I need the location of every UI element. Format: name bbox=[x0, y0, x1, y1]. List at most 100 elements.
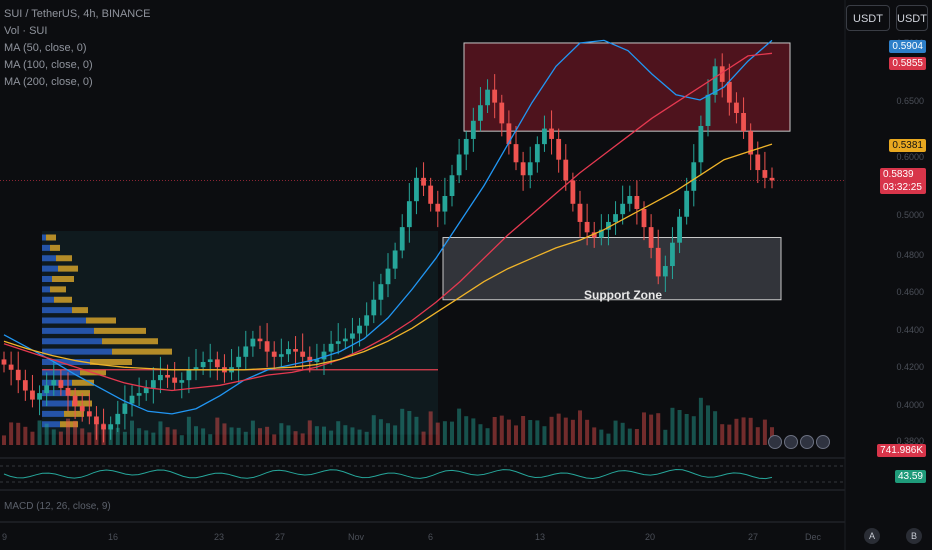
volume-profile-bar bbox=[42, 359, 90, 365]
us-flag-icon[interactable] bbox=[784, 435, 798, 449]
candle-body bbox=[186, 369, 192, 381]
volume-bar bbox=[727, 424, 732, 445]
candle-body bbox=[257, 338, 263, 342]
us-flag-icon[interactable] bbox=[800, 435, 814, 449]
ma200-line bbox=[3, 143, 773, 371]
volume-bar bbox=[414, 416, 419, 445]
time-tick-label: 6 bbox=[428, 532, 434, 542]
candle-body bbox=[193, 367, 199, 370]
candle-body bbox=[293, 349, 298, 352]
candle-body bbox=[264, 341, 270, 352]
candle-body bbox=[243, 346, 249, 357]
volume-bar bbox=[322, 426, 326, 445]
volume-bar bbox=[421, 431, 426, 445]
volume-profile-bar bbox=[50, 244, 60, 251]
lightning-icon[interactable] bbox=[768, 435, 782, 449]
volume-bar bbox=[201, 428, 206, 445]
candle-body bbox=[94, 416, 99, 425]
candle-body bbox=[613, 214, 618, 222]
candle-body bbox=[414, 177, 419, 202]
candle-body bbox=[378, 284, 384, 300]
volume-profile-bar bbox=[60, 421, 78, 428]
price-tick-label: 0.6000 bbox=[896, 152, 924, 162]
candle-body bbox=[719, 66, 725, 82]
candle-body bbox=[385, 268, 391, 285]
price-tick-label: 0.4400 bbox=[896, 325, 924, 335]
volume-bar bbox=[357, 429, 362, 445]
candle-body bbox=[165, 374, 170, 378]
volume-profile-bar bbox=[42, 400, 72, 407]
ma100-line bbox=[3, 52, 773, 392]
volume-bar bbox=[450, 421, 454, 445]
volume-bar bbox=[706, 405, 710, 445]
candle-body bbox=[606, 221, 611, 230]
time-tick-label: 13 bbox=[535, 532, 546, 542]
ma50-line bbox=[3, 39, 773, 415]
volume-bar bbox=[521, 416, 526, 445]
volume-bar bbox=[364, 431, 369, 445]
us-flag-icon[interactable] bbox=[816, 435, 830, 449]
volume-profile-bar bbox=[52, 276, 74, 282]
volume-profile-bar bbox=[42, 410, 64, 417]
candle-body bbox=[677, 216, 682, 243]
candle-body bbox=[364, 315, 370, 326]
currency-button-2[interactable]: USDT bbox=[896, 5, 928, 31]
time-tick-label: 27 bbox=[748, 532, 759, 542]
candle-body bbox=[143, 387, 149, 394]
currency-button-1[interactable]: USDT bbox=[846, 5, 890, 31]
volume-bar bbox=[642, 412, 646, 445]
volume-profile-bar bbox=[42, 379, 72, 386]
volume-profile-bar bbox=[102, 338, 158, 345]
volume-bar bbox=[286, 425, 291, 445]
volume-bar bbox=[293, 431, 298, 445]
volume-bar bbox=[464, 416, 469, 445]
volume-bar bbox=[94, 417, 99, 445]
volume-bar bbox=[663, 429, 668, 445]
candle-body bbox=[627, 196, 633, 204]
volume-bar bbox=[677, 410, 682, 445]
volume-bar bbox=[137, 428, 142, 445]
volume-bar bbox=[165, 427, 170, 445]
candle-body bbox=[435, 203, 441, 212]
volume-profile-bar bbox=[54, 296, 72, 303]
auto-scale-button[interactable]: A bbox=[864, 528, 880, 544]
candle-body bbox=[37, 393, 42, 400]
volume-bar bbox=[51, 429, 56, 445]
candle-body bbox=[662, 266, 668, 277]
volume-bar bbox=[428, 411, 433, 445]
time-tick-label: Nov bbox=[348, 532, 365, 542]
candle-body bbox=[456, 154, 462, 176]
candle-body bbox=[129, 395, 135, 404]
candle-body bbox=[236, 356, 242, 368]
volume-bar bbox=[23, 426, 28, 445]
volume-bar bbox=[613, 420, 618, 445]
candle-body bbox=[485, 89, 490, 106]
volume-bar bbox=[528, 420, 533, 445]
candle-body bbox=[321, 351, 327, 360]
candle-body bbox=[549, 128, 554, 139]
volume-profile-bar bbox=[42, 390, 70, 397]
volume-profile-bar bbox=[42, 338, 102, 345]
symbol-title: SUI / TetherUS, 4h, BINANCE bbox=[4, 8, 151, 20]
candle-body bbox=[726, 81, 732, 103]
candle-body bbox=[556, 138, 562, 160]
volume-profile-bar bbox=[112, 348, 172, 355]
candle-body bbox=[769, 177, 775, 181]
volume-bar bbox=[265, 426, 270, 445]
time-tick-label: 20 bbox=[645, 532, 656, 542]
candle-body bbox=[51, 380, 57, 386]
candle-body bbox=[371, 299, 377, 316]
volume-bar bbox=[592, 427, 597, 445]
scale-button-b[interactable]: B bbox=[906, 528, 922, 544]
candle-body bbox=[72, 395, 78, 407]
candle-body bbox=[307, 356, 313, 362]
volume-tag: 741.986K bbox=[877, 444, 926, 457]
volume-profile-bar bbox=[42, 265, 58, 272]
candle-body bbox=[655, 247, 661, 277]
ma200-price-tag: 0.5381 bbox=[889, 139, 926, 152]
last-price-tag: 0.5839 03:32:25 bbox=[880, 168, 926, 194]
volume-bar bbox=[87, 432, 92, 445]
volume-bar bbox=[307, 420, 312, 445]
volume-profile-bar bbox=[86, 317, 116, 324]
